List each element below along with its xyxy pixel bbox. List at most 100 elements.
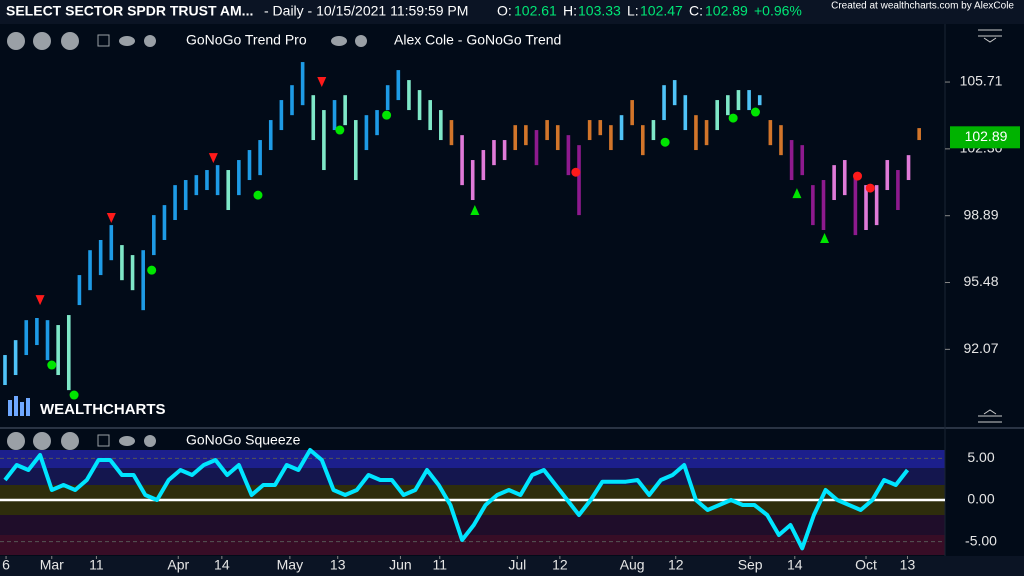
eye-icon[interactable]	[331, 36, 347, 46]
price-bar	[311, 95, 316, 141]
scale-handle[interactable]	[978, 409, 1002, 423]
y-tick-label: 105.71	[960, 73, 1003, 89]
logo-bar	[20, 402, 24, 416]
price-bar	[237, 160, 241, 196]
price-bar	[577, 145, 581, 216]
price-bar	[3, 355, 7, 386]
price-bar	[183, 180, 188, 211]
button[interactable]	[7, 32, 25, 50]
logo-bar	[14, 396, 18, 416]
signal-triangle	[208, 153, 218, 164]
signal-dot	[335, 125, 345, 135]
price-bar	[417, 90, 422, 121]
price-bar	[842, 160, 847, 196]
signal-dot	[853, 171, 863, 181]
squeeze-band	[0, 468, 945, 485]
price-bar	[396, 70, 401, 101]
signal-triangle	[317, 77, 327, 88]
price-bar	[715, 100, 720, 131]
close-label: C:	[689, 3, 703, 19]
price-bar	[811, 185, 815, 226]
collapse-icon[interactable]	[97, 34, 110, 47]
price-bar	[460, 135, 464, 186]
signal-triangle	[820, 233, 830, 244]
settings-icon[interactable]	[144, 35, 156, 47]
price-bar	[98, 240, 103, 276]
price-bar	[757, 95, 762, 106]
price-bar	[152, 215, 156, 256]
price-bar	[439, 110, 443, 141]
price-bar	[545, 120, 549, 141]
price-bar	[598, 120, 603, 136]
toolbar[interactable]	[7, 32, 156, 50]
price-bar	[322, 110, 326, 171]
price-bar	[268, 120, 273, 151]
price-bar	[215, 165, 220, 196]
eye-icon[interactable]	[119, 436, 135, 446]
price-bar	[332, 100, 337, 131]
settings-icon[interactable]	[355, 35, 367, 47]
price-bar	[194, 175, 199, 196]
scale-handle[interactable]	[978, 29, 1002, 43]
button[interactable]	[33, 32, 51, 50]
x-tick-label: Aug	[620, 557, 645, 573]
logo-text: WEALTHCHARTS	[40, 401, 166, 418]
date-axis-bar	[0, 556, 1024, 576]
symbol: SELECT SECTOR SPDR TRUST AM...	[6, 3, 253, 19]
price-bar	[768, 120, 773, 146]
x-tick-label: Mar	[40, 557, 64, 573]
price-bar	[226, 170, 231, 211]
button[interactable]	[61, 432, 79, 450]
price-bar	[120, 245, 124, 281]
price-bar	[343, 95, 347, 126]
price-bar	[205, 170, 209, 191]
button[interactable]	[61, 32, 79, 50]
eye-icon[interactable]	[119, 36, 135, 46]
signal-dot	[660, 137, 670, 147]
low-label: L:	[627, 3, 639, 19]
settings-icon[interactable]	[144, 435, 156, 447]
price-bar	[77, 275, 82, 306]
open-label: O:	[497, 3, 512, 19]
high: 103.33	[578, 3, 621, 19]
price-bar	[662, 85, 666, 121]
x-tick-label: 14	[787, 557, 803, 573]
signal-triangle	[35, 295, 45, 306]
collapse-icon[interactable]	[97, 434, 110, 447]
price-bar	[45, 320, 50, 361]
x-tick-label: 12	[668, 557, 684, 573]
x-tick-label: 13	[330, 557, 346, 573]
price-bar	[832, 165, 836, 201]
credit: Created at wealthcharts.com by AlexCole	[831, 1, 1014, 12]
price-bar	[896, 170, 900, 211]
signal-dot	[147, 265, 157, 275]
price-bar	[375, 110, 379, 136]
price-bar	[290, 85, 294, 116]
x-tick-label: 11	[432, 557, 447, 573]
price-bar	[651, 120, 656, 141]
squeeze-band	[0, 450, 945, 468]
price-bar	[513, 125, 518, 151]
price-bar	[502, 140, 507, 161]
price-bar	[694, 115, 698, 151]
price-bar	[279, 100, 284, 131]
button[interactable]	[33, 432, 51, 450]
price-bar	[747, 90, 751, 111]
x-tick-label: 11	[89, 557, 104, 573]
header-bar	[0, 0, 1024, 24]
squeeze-line	[3, 448, 910, 551]
price-bar	[470, 160, 475, 201]
x-tick-label: Jul	[508, 557, 526, 573]
price-bar	[800, 145, 805, 176]
x-tick-label: Jun	[389, 557, 412, 573]
price-bar	[35, 317, 39, 346]
price-bar	[258, 140, 262, 176]
signal-triangle	[792, 188, 802, 199]
price-bar	[130, 255, 135, 291]
signal-triangle	[106, 213, 116, 224]
x-tick-label: 14	[214, 557, 230, 573]
signal-dot	[47, 360, 57, 370]
button[interactable]	[7, 432, 25, 450]
